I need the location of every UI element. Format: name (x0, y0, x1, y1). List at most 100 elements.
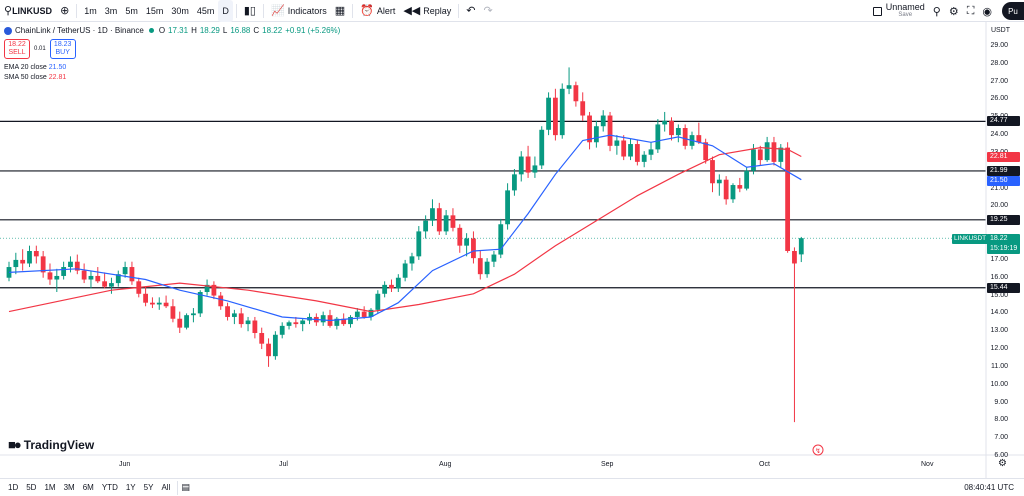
level-tag: 15.44 (987, 282, 1020, 293)
range-all[interactable]: All (161, 483, 171, 492)
templates-button[interactable]: ▦ (331, 0, 349, 22)
price-tick: 21.00 (990, 184, 1008, 192)
snapshot-button[interactable]: ◉ (978, 0, 996, 22)
candle-body (573, 85, 579, 102)
layout-save-button[interactable]: Unnamed Save (869, 0, 929, 22)
ema-legend[interactable]: EMA 20 close 21.50 (4, 64, 340, 71)
interval-30m[interactable]: 30m (171, 5, 189, 16)
candle-body (436, 208, 442, 232)
chart-type-button[interactable]: ▮▯ (240, 0, 260, 22)
price-tick: 13.00 (990, 327, 1008, 335)
layout-status: Save (898, 12, 913, 18)
interval-15m[interactable]: 15m (145, 5, 164, 16)
tradingview-logo[interactable]: ■● TradingView (8, 437, 94, 452)
symbol-search[interactable]: ⚲ LINKUSD (0, 0, 56, 22)
price-tick: 16.00 (990, 273, 1008, 281)
candle-body (266, 343, 271, 357)
month-jun: Jun (119, 461, 131, 468)
candle-body (600, 115, 606, 127)
candle-body (525, 156, 531, 173)
price-tick: 20.00 (990, 202, 1008, 210)
top-toolbar: ⚲ LINKUSD ⊕ 1m 3m 5m 15m 30m 45m D ▮▯ 📈 … (0, 0, 1024, 22)
buy-button[interactable]: 18.23 BUY (49, 39, 76, 59)
undo-button[interactable]: ↶ (462, 0, 479, 22)
candle-body (279, 325, 285, 335)
price-tick: 24.00 (990, 131, 1008, 139)
compare-button[interactable]: ⊕ (56, 0, 73, 22)
price-tick: 29.00 (990, 42, 1008, 49)
price-chart[interactable]: ↯ (0, 22, 1024, 478)
range-ytd[interactable]: YTD (101, 483, 118, 492)
candle-body (109, 283, 114, 287)
candle-body (696, 135, 702, 143)
candle-body (491, 254, 497, 262)
redo-button[interactable]: ↷ (480, 0, 497, 22)
date-range-icon[interactable]: ▤ (181, 482, 190, 492)
grid-icon: ▦ (334, 5, 346, 17)
lightning-icon[interactable]: ↯ (812, 444, 824, 456)
symbol-tag: LINKUSDT (952, 234, 989, 244)
fullscreen-button[interactable]: ⛶ (963, 0, 979, 22)
candle-body (662, 120, 668, 125)
candle-body (587, 115, 592, 143)
instrument-title[interactable]: ChainLink / TetherUS · 1D · Binance (15, 26, 144, 35)
candle-body (737, 185, 743, 189)
layout-icon (872, 6, 882, 16)
candle-body (300, 320, 306, 325)
candle-body (457, 227, 463, 246)
settings-button[interactable]: ⚙ (945, 0, 963, 22)
bar-countdown: 15:19:19 (990, 245, 1018, 252)
range-1y[interactable]: 1Y (125, 483, 136, 492)
range-3m[interactable]: 3M (63, 483, 75, 492)
candle-body (484, 261, 490, 275)
ema-label: EMA 20 close (4, 64, 47, 71)
candle-body (764, 142, 770, 161)
interval-d[interactable]: D (218, 0, 233, 22)
candle-body (115, 274, 121, 284)
range-1m[interactable]: 1M (44, 483, 56, 492)
indicators-label: Indicators (287, 5, 327, 16)
candle-body (54, 275, 60, 280)
candle-body (238, 313, 244, 325)
price-tick: 15.00 (990, 291, 1008, 299)
candle-body (798, 238, 804, 255)
interval-5m[interactable]: 5m (125, 5, 138, 16)
replay-button[interactable]: ◀◀ Replay (399, 0, 455, 22)
indicators-button[interactable]: 📈 Indicators (267, 0, 331, 22)
candle-body (682, 127, 688, 146)
candle-body (648, 149, 654, 155)
candle-body (546, 97, 551, 130)
range-6m[interactable]: 6M (82, 483, 94, 492)
alert-button[interactable]: ⏰ Alert (356, 0, 399, 22)
sma-legend[interactable]: SMA 50 close 22.81 (4, 74, 340, 81)
candle-body (450, 215, 456, 228)
price-tick: 27.00 (990, 77, 1008, 85)
candle-body (532, 165, 538, 173)
publish-button[interactable]: Pu (1002, 2, 1024, 20)
sell-button[interactable]: 18.22 SELL (4, 39, 30, 59)
candle-body (375, 293, 381, 310)
divider (76, 3, 78, 18)
candle-body (518, 156, 524, 175)
interval-45m[interactable]: 45m (196, 5, 215, 16)
price-tick: 9.00 (994, 398, 1008, 406)
search-icon: ⚲ (932, 5, 941, 18)
range-5d[interactable]: 5D (26, 483, 37, 492)
candle-body (341, 318, 347, 325)
interval-1m[interactable]: 1m (84, 5, 97, 16)
candle-body (68, 261, 73, 268)
candle-body (61, 267, 67, 276)
range-1d[interactable]: 1D (8, 483, 19, 492)
candle-body (197, 291, 203, 314)
quick-search-button[interactable]: ⚲ (929, 0, 945, 22)
time-axis-settings-button[interactable]: ⚙ (998, 458, 1007, 469)
candle-body (348, 316, 353, 325)
search-icon: ⚲ (4, 5, 13, 17)
indicators-icon: 📈 (270, 5, 285, 17)
interval-3m[interactable]: 3m (104, 5, 118, 16)
candle-body (170, 306, 176, 319)
candle-body (710, 160, 715, 184)
range-5y[interactable]: 5Y (143, 483, 154, 492)
candle-body (389, 284, 394, 289)
utc-clock[interactable]: 08:40:41 UTC (964, 483, 1014, 492)
